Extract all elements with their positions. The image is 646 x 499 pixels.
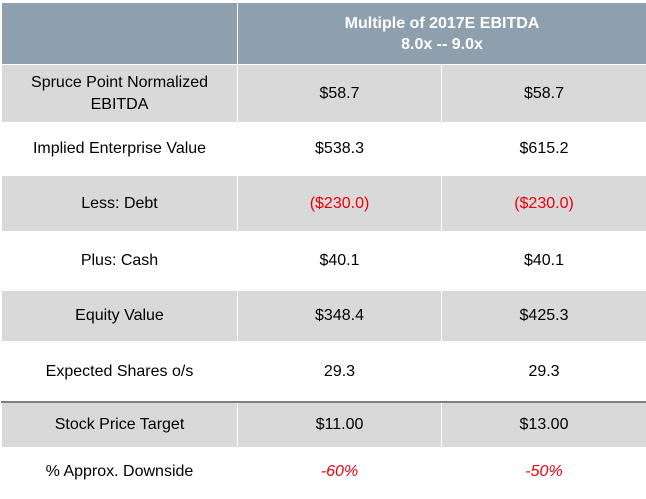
high-value-cell: $425.3 xyxy=(440,290,646,342)
table-row: Spruce Point Normalized EBITDA $58.7 $58… xyxy=(1,64,646,123)
row-label: Stock Price Target xyxy=(1,401,238,448)
high-value-cell: $40.1 xyxy=(440,231,646,291)
row-label: Less: Debt xyxy=(1,175,238,232)
low-value-cell: $348.4 xyxy=(237,290,442,342)
row-label: Expected Shares o/s xyxy=(1,341,238,402)
table-row: Expected Shares o/s 29.3 29.3 xyxy=(1,341,646,402)
low-value-cell: -60% xyxy=(237,447,442,495)
high-value-cell: ($230.0) xyxy=(440,175,646,232)
table-row: Stock Price Target $11.00 $13.00 xyxy=(1,401,646,448)
row-label: Implied Enterprise Value xyxy=(1,122,238,176)
table-row: % Approx. Downside -60% -50% xyxy=(1,447,646,495)
low-value-cell: $40.1 xyxy=(237,231,442,291)
table-header-row: Multiple of 2017E EBITDA 8.0x -- 9.0x xyxy=(1,2,646,65)
high-value-cell: $615.2 xyxy=(440,122,646,176)
row-label: % Approx. Downside xyxy=(1,447,238,495)
row-label: Plus: Cash xyxy=(1,231,238,291)
table-row: Less: Debt ($230.0) ($230.0) xyxy=(1,175,646,232)
multiple-header-cell: Multiple of 2017E EBITDA 8.0x -- 9.0x xyxy=(236,2,646,65)
low-value-cell: ($230.0) xyxy=(237,175,442,232)
high-value-cell: $13.00 xyxy=(440,401,646,448)
table-row: Implied Enterprise Value $538.3 $615.2 xyxy=(1,122,646,176)
low-value-cell: 29.3 xyxy=(237,341,442,402)
header-corner-cell xyxy=(1,2,238,65)
low-value-cell: $11.00 xyxy=(237,401,442,448)
high-value-cell: -50% xyxy=(440,447,646,495)
low-value-cell: $538.3 xyxy=(237,122,442,176)
multiple-header-range: 8.0x -- 9.0x xyxy=(401,35,483,53)
row-label: Spruce Point Normalized EBITDA xyxy=(1,64,238,123)
low-value-cell: $58.7 xyxy=(237,64,442,123)
row-label: Equity Value xyxy=(1,290,238,342)
high-value-cell: $58.7 xyxy=(440,64,646,123)
high-value-cell: 29.3 xyxy=(440,341,646,402)
table-row: Plus: Cash $40.1 $40.1 xyxy=(1,231,646,291)
multiple-header-title: Multiple of 2017E EBITDA xyxy=(344,14,540,32)
table-row: Equity Value $348.4 $425.3 xyxy=(1,290,646,342)
